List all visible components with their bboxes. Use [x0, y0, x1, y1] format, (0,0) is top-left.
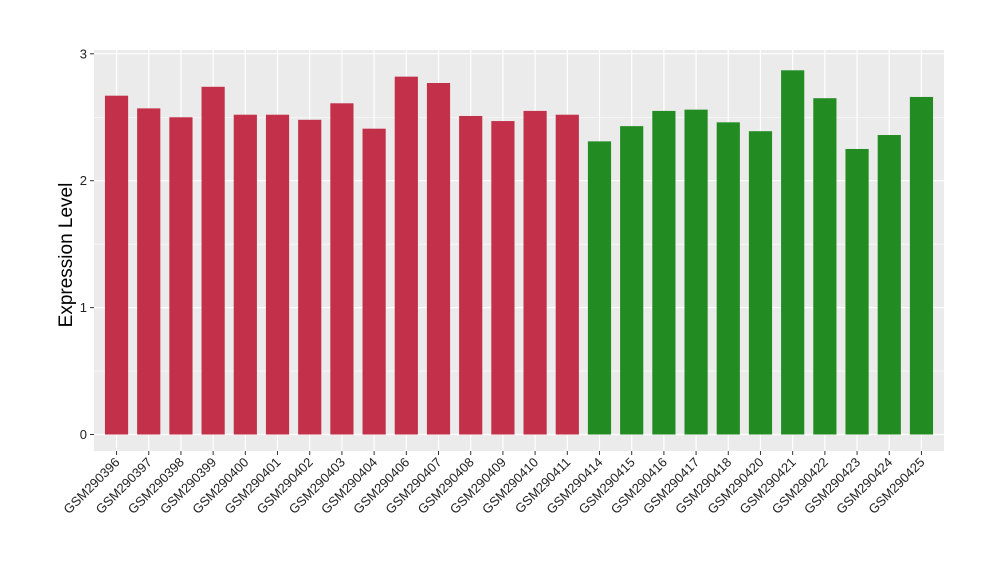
bar [137, 108, 161, 435]
bar [330, 103, 354, 435]
bar [652, 110, 676, 435]
bar [491, 121, 515, 435]
bars [104, 70, 934, 435]
bar [909, 96, 934, 435]
bar [684, 109, 708, 435]
bar [169, 117, 193, 435]
y-tick-label: 1 [80, 300, 87, 315]
bar [781, 70, 805, 435]
bar [523, 110, 547, 435]
bar [265, 114, 290, 435]
bar [748, 131, 773, 435]
y-tick-label: 0 [80, 427, 87, 442]
bar [877, 135, 901, 435]
bar [104, 95, 129, 435]
y-axis-label: Expression Level [56, 183, 77, 328]
bar [426, 82, 451, 435]
bar [716, 122, 740, 435]
bar [362, 128, 386, 435]
bar [201, 86, 225, 435]
bar [813, 98, 837, 435]
y-axis: 0 1 2 3 [80, 46, 94, 442]
bar [298, 119, 322, 435]
bar [845, 148, 869, 435]
bar [459, 115, 483, 435]
bar [394, 76, 418, 435]
y-tick-label: 2 [80, 173, 87, 188]
bar [587, 141, 612, 435]
bar [555, 114, 579, 435]
bar [233, 114, 257, 435]
x-axis: GSM290396GSM290397GSM290398GSM290399GSM2… [60, 451, 928, 517]
bar [620, 126, 644, 435]
y-tick-label: 3 [80, 46, 87, 61]
